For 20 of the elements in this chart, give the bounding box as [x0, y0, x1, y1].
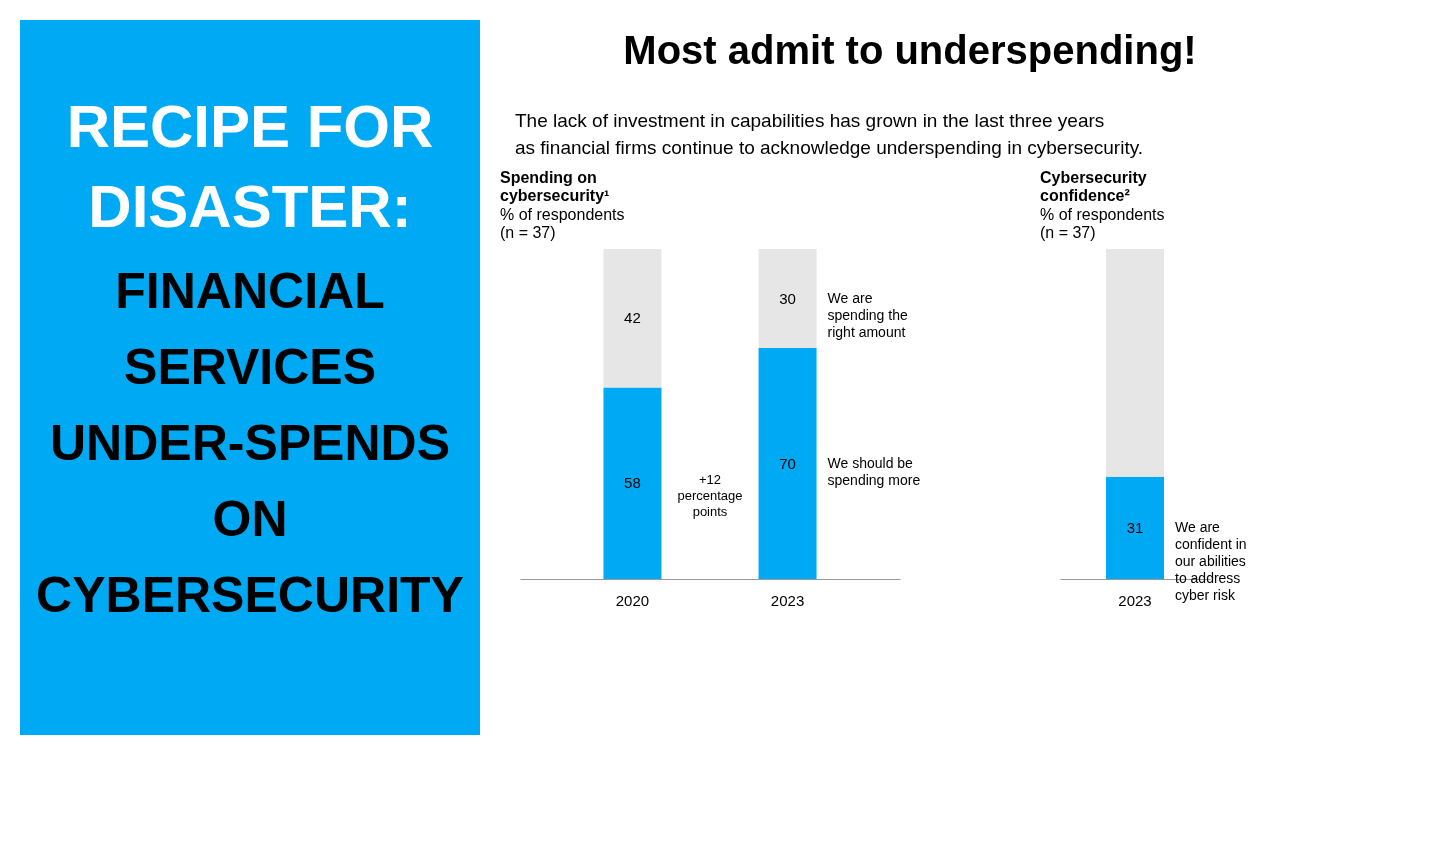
x-tick-label: 2020 — [615, 591, 650, 609]
text: Most admit to underspending! — [623, 28, 1197, 72]
chart-title: Spending on cybersecurity¹ — [500, 169, 610, 204]
text: The lack of investment in capabilities has grown in the last three years as financial firms continue to acknowledge underspending in cybersecurity. — [515, 110, 1144, 158]
x-tick-label: 2023 — [1118, 591, 1152, 609]
data-label: 70 — [779, 454, 796, 472]
data-label: 31 — [1126, 518, 1144, 536]
series-label: We are spending the right amount — [827, 289, 908, 340]
chart-title: Cybersecurity confidence² — [1040, 169, 1147, 204]
data-label: 58 — [624, 474, 641, 492]
text: RECIPE FOR DISASTER: — [66, 93, 434, 240]
chart-subtitle: % of respondents (n = 37) — [1040, 206, 1165, 241]
chart-subtitle: % of respondents (n = 37) — [500, 206, 625, 241]
data-label: 30 — [779, 289, 796, 307]
data-label: 42 — [624, 309, 641, 327]
series-label: We should be spending more — [827, 454, 921, 488]
annotation: +12 percentage points — [677, 472, 743, 519]
text: FINANCIAL SERVICES UNDER-SPENDS ON CYBERSECURITY — [36, 263, 464, 623]
x-tick-label: 2023 — [770, 591, 805, 609]
series-label: We are confident in our abilities to address cyber risk — [1175, 518, 1247, 603]
